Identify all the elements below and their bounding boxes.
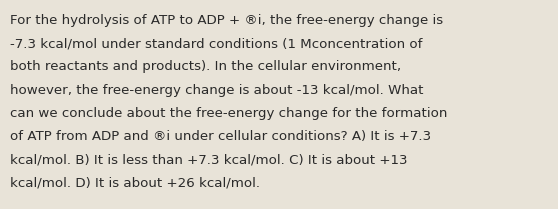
- Text: -7.3 kcal/mol under standard conditions (1 Mconcentration of: -7.3 kcal/mol under standard conditions …: [10, 37, 422, 50]
- Text: kcal/mol. B) It is less than +7.3 kcal/mol. C) It is about +13: kcal/mol. B) It is less than +7.3 kcal/m…: [10, 153, 407, 166]
- Text: however, the free-energy change is about -13 kcal/mol. What: however, the free-energy change is about…: [10, 84, 424, 97]
- Text: can we conclude about the free-energy change for the formation: can we conclude about the free-energy ch…: [10, 107, 448, 120]
- Text: of ATP from ADP and ®i under cellular conditions? A) It is +7.3: of ATP from ADP and ®i under cellular co…: [10, 130, 431, 143]
- Text: both reactants and products). In the cellular environment,: both reactants and products). In the cel…: [10, 60, 401, 73]
- Text: For the hydrolysis of ATP to ADP + ®i, the free-energy change is: For the hydrolysis of ATP to ADP + ®i, t…: [10, 14, 443, 27]
- Text: kcal/mol. D) It is about +26 kcal/mol.: kcal/mol. D) It is about +26 kcal/mol.: [10, 176, 260, 189]
